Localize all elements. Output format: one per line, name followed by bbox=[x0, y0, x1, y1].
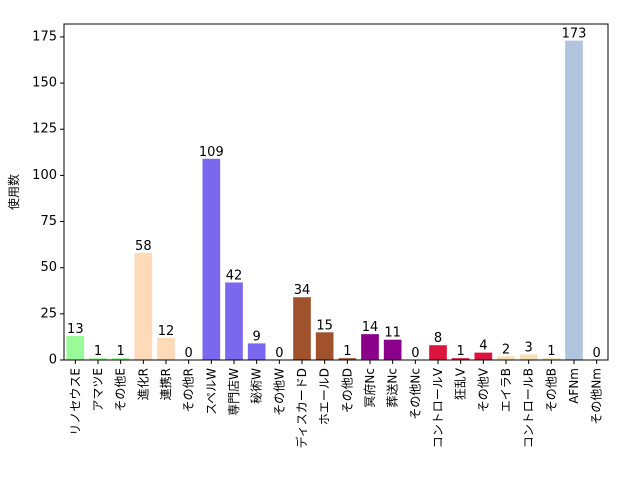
bar bbox=[429, 345, 447, 360]
x-tick-label: その他Nc bbox=[408, 368, 422, 420]
y-tick-label: 125 bbox=[32, 122, 57, 137]
data-label: 13 bbox=[67, 322, 84, 337]
bar bbox=[542, 358, 561, 360]
data-label: 109 bbox=[199, 145, 224, 160]
data-label: 58 bbox=[135, 239, 152, 254]
y-tick-label: 150 bbox=[32, 76, 57, 91]
x-tick-label: その他B bbox=[544, 368, 558, 412]
data-label: 1 bbox=[547, 344, 555, 359]
bars-group bbox=[66, 40, 583, 360]
bar bbox=[225, 282, 243, 360]
y-tick-label: 75 bbox=[40, 214, 57, 229]
x-tick-label: ホエールD bbox=[318, 368, 332, 425]
y-axis: 0 25 50 75 100 125 150 175 bbox=[32, 29, 64, 368]
x-tick-label: アマツE bbox=[91, 368, 105, 412]
data-label: 173 bbox=[562, 27, 587, 42]
bar bbox=[497, 356, 515, 360]
data-label: 4 bbox=[479, 339, 487, 354]
bar bbox=[474, 352, 493, 360]
data-label: 0 bbox=[411, 346, 419, 361]
bar bbox=[361, 334, 379, 360]
x-tick-label: 狂乱V bbox=[454, 367, 468, 400]
bar bbox=[157, 337, 175, 360]
data-label: 12 bbox=[158, 324, 175, 339]
bar bbox=[565, 40, 583, 360]
x-tick-label: スペルW bbox=[204, 368, 218, 415]
data-label: 15 bbox=[316, 318, 333, 333]
data-label: 0 bbox=[593, 346, 601, 361]
bar bbox=[293, 297, 311, 360]
data-label: 1 bbox=[343, 344, 351, 359]
bar bbox=[247, 343, 266, 360]
bar bbox=[134, 252, 153, 360]
data-label: 0 bbox=[185, 346, 193, 361]
data-label: 8 bbox=[434, 331, 442, 346]
y-tick-label: 0 bbox=[49, 353, 57, 368]
x-tick-label: ディスカードD bbox=[294, 368, 309, 448]
y-tick-label: 175 bbox=[32, 29, 57, 44]
bar bbox=[315, 332, 334, 360]
data-label: 2 bbox=[502, 342, 510, 357]
x-tick-label: その他D bbox=[340, 368, 354, 413]
x-axis: リノセウスE アマツE その他E 進化R 連携R その他R スペルW 専門店W 秘術W その他W デ… bbox=[68, 360, 604, 448]
y-axis-label: 使用数 bbox=[6, 174, 21, 210]
data-label: 11 bbox=[384, 326, 401, 341]
x-tick-label: コントロールV bbox=[431, 367, 445, 448]
x-tick-label: その他R bbox=[182, 368, 196, 412]
x-tick-label: コントロールB bbox=[522, 368, 536, 448]
x-tick-label: その他W bbox=[272, 368, 286, 416]
y-tick-label: 25 bbox=[40, 306, 57, 321]
x-tick-label: その他V bbox=[476, 367, 490, 412]
x-tick-label: その他E bbox=[114, 368, 128, 412]
bar bbox=[202, 158, 221, 360]
bar bbox=[383, 339, 402, 360]
bar bbox=[89, 358, 107, 360]
y-tick-label: 50 bbox=[40, 260, 57, 275]
x-tick-label: エイラB bbox=[499, 368, 513, 412]
data-label: 9 bbox=[253, 329, 261, 344]
bar bbox=[519, 354, 538, 360]
data-label: 42 bbox=[226, 268, 243, 283]
data-label: 3 bbox=[525, 340, 533, 355]
x-tick-label: リノセウスE bbox=[68, 368, 82, 436]
bar bbox=[451, 358, 470, 360]
data-label: 14 bbox=[362, 320, 379, 335]
x-tick-label: 秘術W bbox=[250, 368, 264, 404]
data-label: 0 bbox=[275, 346, 283, 361]
x-tick-label: 専門店W bbox=[227, 368, 241, 416]
y-tick-label: 100 bbox=[32, 168, 57, 183]
plot-frame bbox=[63, 23, 609, 361]
bar bbox=[111, 358, 130, 360]
x-tick-label: 葬送Nc bbox=[385, 368, 400, 408]
bar bbox=[66, 336, 85, 360]
data-label: 1 bbox=[457, 344, 465, 359]
x-tick-label: AFNm bbox=[567, 368, 581, 404]
data-label: 34 bbox=[294, 283, 311, 298]
data-label: 1 bbox=[117, 344, 125, 359]
x-tick-label: 連携R bbox=[158, 368, 173, 400]
x-tick-label: 冥府Nc bbox=[362, 368, 377, 408]
x-tick-label: その他Nm bbox=[590, 368, 604, 425]
bar bbox=[338, 358, 357, 360]
x-tick-label: 進化R bbox=[136, 368, 150, 400]
data-label: 1 bbox=[94, 344, 102, 359]
